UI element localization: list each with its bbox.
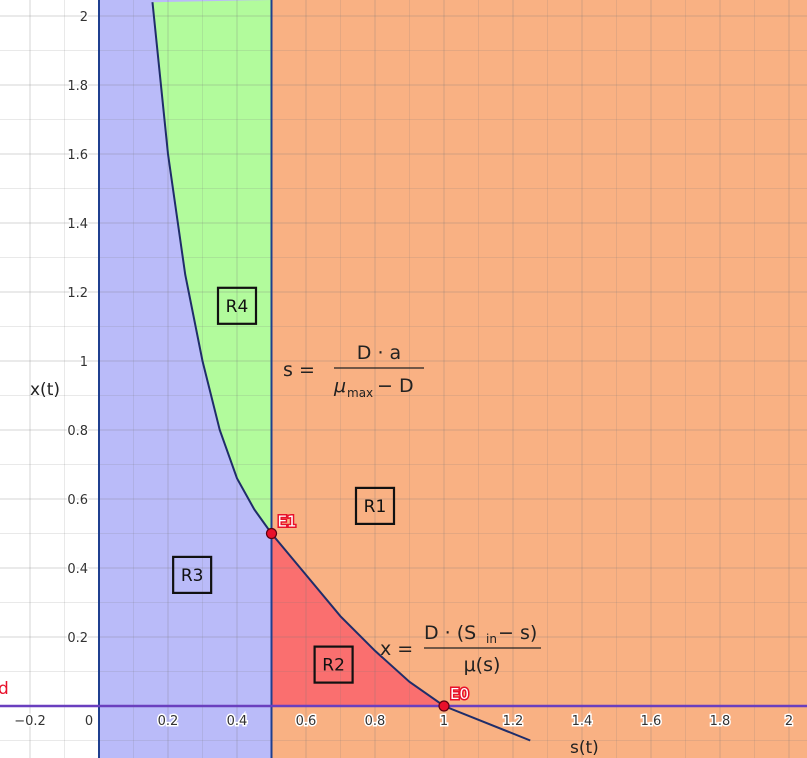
y-tick-label: 1.6 [67,148,88,163]
y-axis-title: x(t) [30,380,60,400]
x-tick-label: 0 [85,714,93,729]
formula-curve: x = D · (S in − s) μ(s) [380,622,541,676]
y-tick-label: 0.2 [67,631,88,646]
region-r1-text: R1 [364,497,387,517]
formula-vertical-mu: μ [333,375,346,397]
y-tick-label: 0.6 [67,493,88,508]
x-tick-label: 0.6 [296,714,317,729]
y-tick-label: 0.8 [67,424,88,439]
x-tick-label: 0.4 [227,714,248,729]
formula-curve-num-b: − s) [498,622,537,644]
x-tick-label: 1 [440,714,448,729]
point-e0-label: E0 [450,685,469,703]
region-r2-text: R2 [322,656,345,676]
x-tick-label: 1.2 [503,714,524,729]
formula-curve-den: μ(s) [464,654,501,676]
y-tick-label: 1.4 [67,217,88,232]
region-r4-fill [152,0,272,534]
region-r3-label: R3 [172,555,213,595]
region-r1-box [354,486,396,525]
y-tick-label: 2 [80,10,88,25]
region-r1-label: R1 [354,486,396,525]
formula-curve-num-a: D · (S [424,622,476,644]
region-r4-label: R4 [216,286,258,325]
x-tick-label: 0.8 [365,714,386,729]
regions-layer [99,0,807,758]
region-r3-box [172,555,213,595]
y-tick-label: 1 [80,355,88,370]
y-tick-label: 1.2 [67,286,88,301]
region-r2-label: R2 [313,645,354,684]
region-r4-box [216,286,258,325]
region-labels: R1 R2 R3 R4 [172,286,396,684]
x-tick-label: 2 [785,714,793,729]
point-e1[interactable] [265,527,278,540]
formula-curve-num-sub: in [486,632,497,646]
formula-vertical: s = D · a μ max − D [283,342,424,400]
formula-vertical-sub: max [347,386,373,400]
tick-labels: −0.2 0 0.2 0.4 0.6 0.8 1 1.2 1.4 1.6 1.8 2 0.2 0.4 0.6… [13,9,795,731]
cut-off-label: d [0,679,9,699]
region-r3-text: R3 [181,566,204,586]
region-r2-box [313,645,354,684]
x-tick-label: −0.2 [14,714,46,729]
y-tick-label: 0.4 [67,562,88,577]
x-axis-title: s(t) [570,738,599,758]
region-r1-fill [271,0,807,758]
point-e1-label: E1 [278,513,297,531]
x-tick-label: 1.6 [641,714,662,729]
point-e0[interactable] [438,700,450,712]
y-tick-label: 1.8 [67,79,88,94]
x-tick-label: 1.4 [572,714,593,729]
equilibrium-points: E1 E0 [265,511,471,712]
x-tick-label: 0.2 [158,714,179,729]
formula-curve-lhs: x = [380,638,413,660]
formula-vertical-den-rest: − D [377,375,414,397]
formula-vertical-lhs: s = [283,359,315,381]
x-tick-label: 1.8 [710,714,731,729]
region-r4-text: R4 [226,297,249,317]
formula-vertical-numerator: D · a [357,342,401,364]
